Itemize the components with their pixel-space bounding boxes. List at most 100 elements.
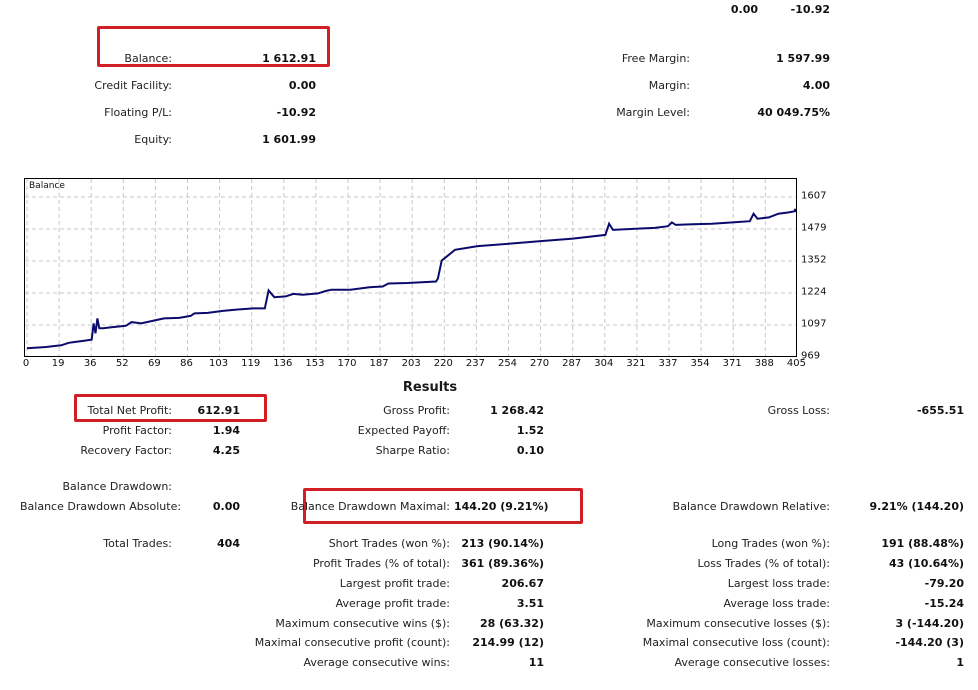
- balance-drawdown-relative-value: 9.21% (144.20): [869, 500, 965, 513]
- gross-profit-value: 1 268.42: [490, 404, 544, 417]
- free-margin-value: 1 597.99: [776, 52, 830, 65]
- long-trades-label: Long Trades (won %):: [711, 537, 830, 550]
- top-value-2: -10.92: [790, 3, 830, 16]
- x-tick-label: 69: [148, 358, 161, 369]
- average-profit-trade-label: Average profit trade:: [335, 597, 450, 610]
- balance-line: [26, 208, 796, 350]
- x-tick-label: 405: [786, 358, 806, 369]
- average-consecutive-wins-value: 11: [528, 656, 544, 669]
- largest-profit-trade-value: 206.67: [501, 577, 544, 590]
- x-tick-label: 136: [273, 358, 293, 369]
- x-tick-label: 270: [530, 358, 550, 369]
- profit-factor-label: Profit Factor:: [102, 424, 172, 437]
- x-tick-label: 287: [562, 358, 582, 369]
- balance-drawdown-maximal-label: Balance Drawdown Maximal:: [290, 500, 450, 513]
- balance-drawdown-absolute-value: 0.00: [212, 500, 240, 513]
- average-consecutive-losses-label: Average consecutive losses:: [674, 656, 830, 669]
- average-loss-trade-label: Average loss trade:: [723, 597, 830, 610]
- max-consecutive-losses-value: 3 (-144.20): [895, 617, 964, 630]
- total-net-profit-label: Total Net Profit:: [87, 404, 172, 417]
- net-profit-highlight-box: [74, 394, 267, 422]
- x-tick-label: 36: [83, 358, 97, 369]
- x-tick-label: 0: [22, 358, 30, 369]
- average-consecutive-wins-label: Average consecutive wins:: [303, 656, 450, 669]
- max-consecutive-losses-label: Maximum consecutive losses ($):: [646, 617, 830, 630]
- credit-facility-value: 0.00: [288, 79, 316, 92]
- x-tick-label: 337: [658, 358, 678, 369]
- x-tick-label: 153: [305, 358, 325, 369]
- y-tick-label: 969: [801, 350, 821, 362]
- recovery-factor-value: 4.25: [212, 444, 240, 457]
- x-tick-label: 19: [51, 358, 65, 369]
- largest-loss-trade-label: Largest loss trade:: [727, 577, 830, 590]
- x-tick-label: 237: [465, 358, 485, 369]
- maximal-consecutive-profit-label: Maximal consecutive profit (count):: [254, 636, 450, 649]
- balance-chart: Balance: [24, 178, 797, 357]
- y-tick-label: 1097: [801, 318, 827, 330]
- sharpe-ratio-label: Sharpe Ratio:: [375, 444, 450, 457]
- max-consecutive-wins-value: 28 (63.32): [480, 617, 544, 630]
- floating-pl-label: Floating P/L:: [104, 106, 172, 119]
- x-tick-label: 187: [369, 358, 389, 369]
- max-consecutive-wins-label: Maximum consecutive wins ($):: [275, 617, 450, 630]
- balance-value: 1 612.91: [262, 52, 316, 65]
- balance-drawdown-maximal-value: 144.20 (9.21%): [454, 500, 549, 513]
- loss-trades-value: 43 (10.64%): [888, 557, 964, 570]
- gross-profit-label: Gross Profit:: [383, 404, 450, 417]
- top-value-1: 0.00: [730, 3, 758, 16]
- margin-level-label: Margin Level:: [616, 106, 690, 119]
- x-tick-label: 203: [401, 358, 421, 369]
- floating-pl-value: -10.92: [276, 106, 316, 119]
- balance-label: Balance:: [124, 52, 172, 65]
- chart-title: Balance: [29, 181, 65, 191]
- expected-payoff-label: Expected Payoff:: [357, 424, 450, 437]
- equity-value: 1 601.99: [262, 133, 316, 146]
- total-trades-label: Total Trades:: [103, 537, 172, 550]
- margin-value: 4.00: [802, 79, 830, 92]
- balance-drawdown-relative-label: Balance Drawdown Relative:: [672, 500, 830, 513]
- x-tick-label: 304: [594, 358, 614, 369]
- short-trades-label: Short Trades (won %):: [328, 537, 450, 550]
- loss-trades-label: Loss Trades (% of total):: [697, 557, 830, 570]
- x-tick-label: 388: [754, 358, 774, 369]
- total-trades-value: 404: [217, 537, 240, 550]
- x-tick-label: 321: [626, 358, 646, 369]
- x-tick-label: 220: [433, 358, 453, 369]
- balance-drawdown-label: Balance Drawdown:: [62, 480, 172, 493]
- average-loss-trade-value: -15.24: [924, 597, 964, 610]
- average-profit-trade-value: 3.51: [516, 597, 544, 610]
- sharpe-ratio-value: 0.10: [516, 444, 544, 457]
- margin-label: Margin:: [648, 79, 690, 92]
- maximal-consecutive-loss-label: Maximal consecutive loss (count):: [642, 636, 830, 649]
- profit-trades-label: Profit Trades (% of total):: [312, 557, 450, 570]
- y-tick-label: 1224: [801, 286, 827, 298]
- y-tick-label: 1352: [801, 254, 827, 266]
- recovery-factor-label: Recovery Factor:: [80, 444, 172, 457]
- credit-facility-label: Credit Facility:: [94, 79, 172, 92]
- largest-profit-trade-label: Largest profit trade:: [339, 577, 450, 590]
- largest-loss-trade-value: -79.20: [924, 577, 964, 590]
- maximal-consecutive-loss-value: -144.20 (3): [895, 636, 964, 649]
- short-trades-value: 213 (90.14%): [461, 537, 544, 550]
- total-net-profit-value: 612.91: [197, 404, 240, 417]
- profit-trades-value: 361 (89.36%): [461, 557, 544, 570]
- x-tick-label: 254: [497, 358, 518, 369]
- x-tick-label: 119: [241, 358, 261, 369]
- profit-factor-value: 1.94: [212, 424, 240, 437]
- balance-chart-plot: [25, 179, 796, 356]
- long-trades-value: 191 (88.48%): [881, 537, 964, 550]
- x-tick-label: 170: [337, 358, 357, 369]
- x-tick-label: 52: [115, 358, 129, 369]
- y-tick-label: 1479: [801, 222, 827, 234]
- results-title: Results: [402, 380, 458, 395]
- gross-loss-label: Gross Loss:: [767, 404, 830, 417]
- equity-label: Equity:: [134, 133, 172, 146]
- gross-loss-value: -655.51: [916, 404, 964, 417]
- x-tick-label: 354: [690, 358, 710, 369]
- balance-drawdown-absolute-label: Balance Drawdown Absolute:: [20, 500, 182, 513]
- y-tick-label: 1607: [801, 190, 827, 202]
- x-tick-label: 371: [722, 358, 742, 369]
- drawdown-maximal-highlight-box: [303, 488, 583, 524]
- balance-highlight-box: [97, 26, 330, 67]
- maximal-consecutive-profit-value: 214.99 (12): [472, 636, 544, 649]
